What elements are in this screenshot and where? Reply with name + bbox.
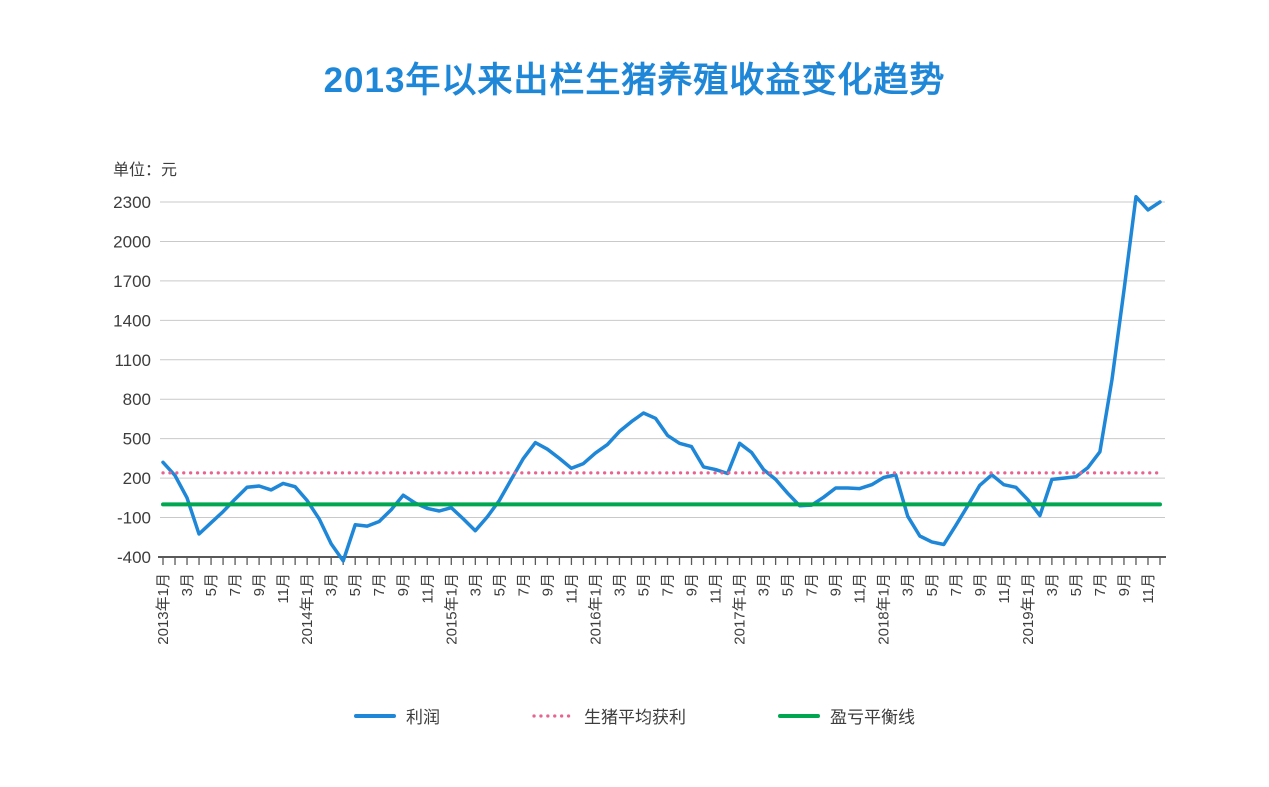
- x-tick-label: 5月: [924, 573, 941, 596]
- x-tick-label: 2014年1月: [299, 573, 316, 645]
- x-tick-label: 2015年1月: [443, 573, 460, 645]
- x-tick-label: 9月: [395, 573, 412, 596]
- y-tick-label: -100: [117, 509, 151, 528]
- x-tick-label: 2018年1月: [876, 573, 893, 645]
- legend-label: 利润: [406, 708, 440, 727]
- y-tick-label: -400: [117, 548, 151, 567]
- y-tick-label: 2300: [113, 193, 151, 212]
- x-tick-label: 11月: [1140, 573, 1157, 604]
- x-tick-label: 5月: [203, 573, 220, 596]
- x-tick-label: 7月: [948, 573, 965, 596]
- y-tick-label: 500: [123, 430, 151, 449]
- x-tick-label: 3月: [1044, 573, 1061, 596]
- x-tick-label: 9月: [828, 573, 845, 596]
- legend-item-profit: 利润: [354, 703, 440, 728]
- x-tick-label: 5月: [635, 573, 652, 596]
- y-tick-label: 800: [123, 390, 151, 409]
- x-tick-label: 9月: [972, 573, 989, 596]
- x-tick-label: 9月: [251, 573, 268, 596]
- x-tick-label: 9月: [684, 573, 701, 596]
- x-tick-label: 2016年1月: [587, 573, 604, 645]
- x-tick-label: 5月: [1068, 573, 1085, 596]
- y-tick-label: 1400: [113, 311, 151, 330]
- legend-swatch-solid-line-icon: [354, 713, 396, 718]
- y-axis-unit-label: 单位：元: [113, 162, 178, 179]
- x-tick-label: 9月: [539, 573, 556, 596]
- x-tick-label: 5月: [780, 573, 797, 596]
- x-tick-label: 7月: [371, 573, 388, 596]
- x-tick-label: 5月: [347, 573, 364, 596]
- profit-line: [161, 194, 1162, 563]
- legend: 利润 生猪平均获利 盈亏平衡线: [0, 703, 1269, 728]
- x-tick-label: 7月: [1092, 573, 1109, 596]
- legend-item-avg-profit: 生猪平均获利: [532, 703, 686, 728]
- x-tick-label: 11月: [419, 573, 436, 604]
- x-tick-label: 2019年1月: [1020, 573, 1037, 645]
- x-tick-label: 7月: [660, 573, 677, 596]
- x-tick-label: 11月: [852, 573, 869, 604]
- x-tick-label: 3月: [756, 573, 773, 596]
- legend-label: 盈亏平衡线: [830, 708, 915, 727]
- x-tick-label: 3月: [323, 573, 340, 596]
- x-tick-label: 3月: [179, 573, 196, 596]
- y-tick-label: 1700: [113, 272, 151, 291]
- chart-title: 2013年以来出栏生猪养殖收益变化趋势: [323, 61, 946, 100]
- legend-swatch-dotted-line-icon: [532, 713, 574, 718]
- y-tick-label: 2000: [113, 232, 151, 251]
- legend-label: 生猪平均获利: [584, 708, 686, 727]
- x-tick-label: 7月: [227, 573, 244, 596]
- y-tick-label: 1100: [114, 351, 151, 370]
- x-tick-label: 2017年1月: [732, 573, 749, 645]
- x-tick-label: 9月: [1116, 573, 1133, 596]
- x-tick-label: 2013年1月: [155, 573, 172, 645]
- x-tick-label: 3月: [611, 573, 628, 596]
- x-tick-label: 11月: [563, 573, 580, 604]
- x-tick-label: 7月: [804, 573, 821, 596]
- x-tick-label: 11月: [708, 573, 725, 604]
- x-tick-label: 11月: [996, 573, 1013, 604]
- legend-swatch-solid-line-icon: [778, 713, 820, 718]
- x-tick-label: 3月: [900, 573, 917, 596]
- x-tick-label: 5月: [491, 573, 508, 596]
- x-tick-label: 7月: [515, 573, 532, 596]
- x-tick-label: 3月: [467, 573, 484, 596]
- plot-area: 23002000170014001100800500200-100-400201…: [113, 193, 1166, 645]
- legend-item-breakeven: 盈亏平衡线: [778, 703, 915, 728]
- y-tick-label: 200: [123, 469, 151, 488]
- x-tick-label: 11月: [275, 573, 292, 604]
